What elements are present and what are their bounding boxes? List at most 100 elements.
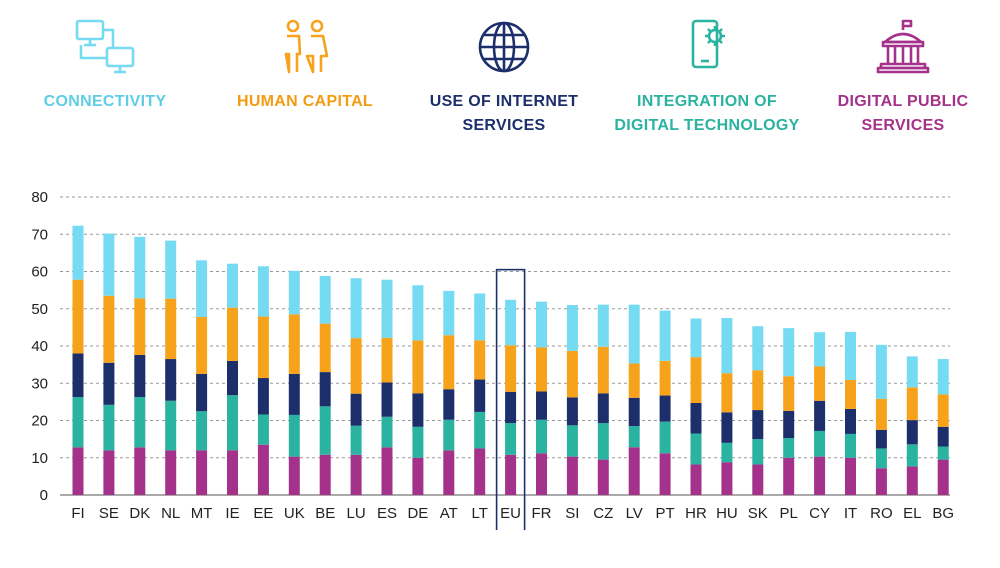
bar-segment-public_services [690, 464, 702, 495]
bar-segment-connectivity [196, 260, 208, 317]
x-tick-label: LU [347, 505, 366, 522]
bar-segment-connectivity [690, 318, 702, 358]
bar-segment-public_services [597, 459, 609, 495]
bar-segment-digital_technology [597, 423, 609, 460]
bar-segment-digital_technology [937, 446, 949, 460]
x-tick-label: CZ [593, 505, 613, 522]
bar-segment-human_capital [536, 347, 547, 392]
bar-segment-internet_services [597, 393, 609, 424]
bar-segment-internet_services [566, 397, 578, 426]
bar-segment-digital_technology [257, 414, 269, 445]
bar-segment-connectivity [783, 328, 795, 377]
bar-segment-digital_technology [690, 433, 702, 465]
bar-segment-internet_services [659, 395, 671, 422]
bar-segment-internet_services [845, 408, 856, 434]
y-tick-label: 60 [31, 264, 48, 281]
x-tick-label: MT [191, 505, 213, 522]
bar-segment-human_capital [103, 295, 115, 363]
bar-segment-public_services [783, 457, 795, 495]
legend-item-internet-services: USE OF INTERNET SERVICES [394, 18, 614, 138]
x-tick-label: UK [284, 505, 305, 522]
bar-segment-public_services [412, 457, 424, 495]
bar-segment-connectivity [134, 236, 146, 299]
bar-segment-public_services [659, 453, 671, 495]
bar-segment-public_services [505, 454, 517, 495]
two-people-icon [284, 19, 329, 74]
bar-segment-human_capital [288, 314, 300, 374]
bar-segment-public_services [474, 448, 486, 495]
x-tick-label: DK [129, 505, 150, 522]
connected-computers-icon [75, 19, 135, 74]
bar-segment-connectivity [597, 304, 609, 347]
smartphone-gear-icon [691, 19, 725, 69]
bar-segment-internet_services [381, 382, 393, 417]
y-tick-label: 50 [31, 301, 48, 318]
bar-segment-internet_services [906, 420, 918, 445]
bar-segment-digital_technology [752, 439, 764, 465]
legend: CONNECTIVITY HUMAN CAPITAL USE OF INTERN… [0, 0, 1000, 160]
bar-segment-connectivity [319, 275, 331, 324]
bar-segment-human_capital [257, 316, 269, 379]
x-tick-label: PL [780, 505, 798, 522]
bar-segment-internet_services [875, 429, 887, 449]
bar-segment-public_services [937, 459, 949, 495]
x-tick-label: HU [716, 505, 738, 522]
bar-segment-digital_technology [103, 404, 115, 451]
bar-segment-internet_services [937, 426, 949, 447]
bar-segment-public_services [319, 454, 331, 495]
government-building-icon [876, 19, 930, 74]
x-tick-label: LT [471, 505, 487, 522]
bar-segment-public_services [443, 450, 455, 495]
bar-segment-internet_services [814, 400, 826, 431]
legend-label-internet-services: USE OF INTERNET SERVICES [429, 93, 579, 134]
bar-segment-internet_services [288, 373, 300, 415]
bar-segment-public_services [350, 454, 362, 495]
bar-segment-human_capital [196, 316, 208, 374]
bar-segment-human_capital [690, 357, 702, 403]
bar-segment-connectivity [536, 301, 547, 348]
bar-segment-connectivity [165, 240, 177, 299]
bar-segment-public_services [536, 453, 547, 495]
bar-segment-human_capital [227, 307, 238, 361]
bar-segment-public_services [227, 450, 238, 495]
bar-segment-internet_services [165, 359, 177, 401]
stacked-bar-chart: 0 10 20 30 40 50 60 70 80 FI SE DK NL MT IE EE UK BE LU ES… [31, 189, 954, 530]
bar-segment-public_services [257, 444, 269, 495]
bar-segment-human_capital [752, 370, 764, 411]
x-tick-label: ES [377, 505, 397, 522]
x-tick-label: DE [407, 505, 428, 522]
bar-segment-human_capital [628, 363, 640, 398]
bar-segment-internet_services [721, 412, 733, 443]
bar-segment-digital_technology [659, 421, 671, 454]
bar-segment-connectivity [505, 299, 517, 346]
bar-segment-human_capital [505, 345, 517, 392]
bar-segment-human_capital [72, 279, 84, 354]
legend-label-public-services: DIGITAL PUBLIC SERVICES [837, 93, 969, 134]
bar-segment-public_services [721, 462, 733, 495]
y-tick-label: 0 [40, 487, 48, 504]
bar-segment-internet_services [690, 402, 702, 434]
bar-segment-connectivity [937, 359, 949, 395]
bar-segment-human_capital [659, 360, 671, 396]
legend-item-human-capital: HUMAN CAPITAL [195, 18, 415, 114]
legend-item-digital-technology: INTEGRATION OF DIGITAL TECHNOLOGY [597, 18, 817, 138]
bar-segment-digital_technology [319, 406, 331, 455]
bar-segment-digital_technology [196, 411, 208, 451]
bar-segment-digital_technology [381, 416, 393, 448]
bar-segment-digital_technology [412, 426, 424, 458]
legend-label-connectivity: CONNECTIVITY [43, 93, 167, 110]
x-tick-label: BG [932, 505, 954, 522]
bar-segment-public_services [814, 456, 826, 495]
bar-segment-connectivity [350, 278, 362, 339]
bar-segment-connectivity [412, 285, 424, 341]
legend-item-connectivity: CONNECTIVITY [0, 18, 215, 114]
bar-segment-connectivity [381, 279, 393, 338]
bar-segment-internet_services [196, 373, 208, 412]
bar-segment-digital_technology [505, 423, 517, 455]
bar-segment-connectivity [906, 356, 918, 388]
bar-segment-digital_technology [721, 442, 733, 463]
y-tick-label: 20 [31, 413, 48, 430]
x-tick-label: CY [809, 505, 830, 522]
bar-segment-human_capital [845, 379, 856, 409]
globe-icon [478, 21, 530, 73]
